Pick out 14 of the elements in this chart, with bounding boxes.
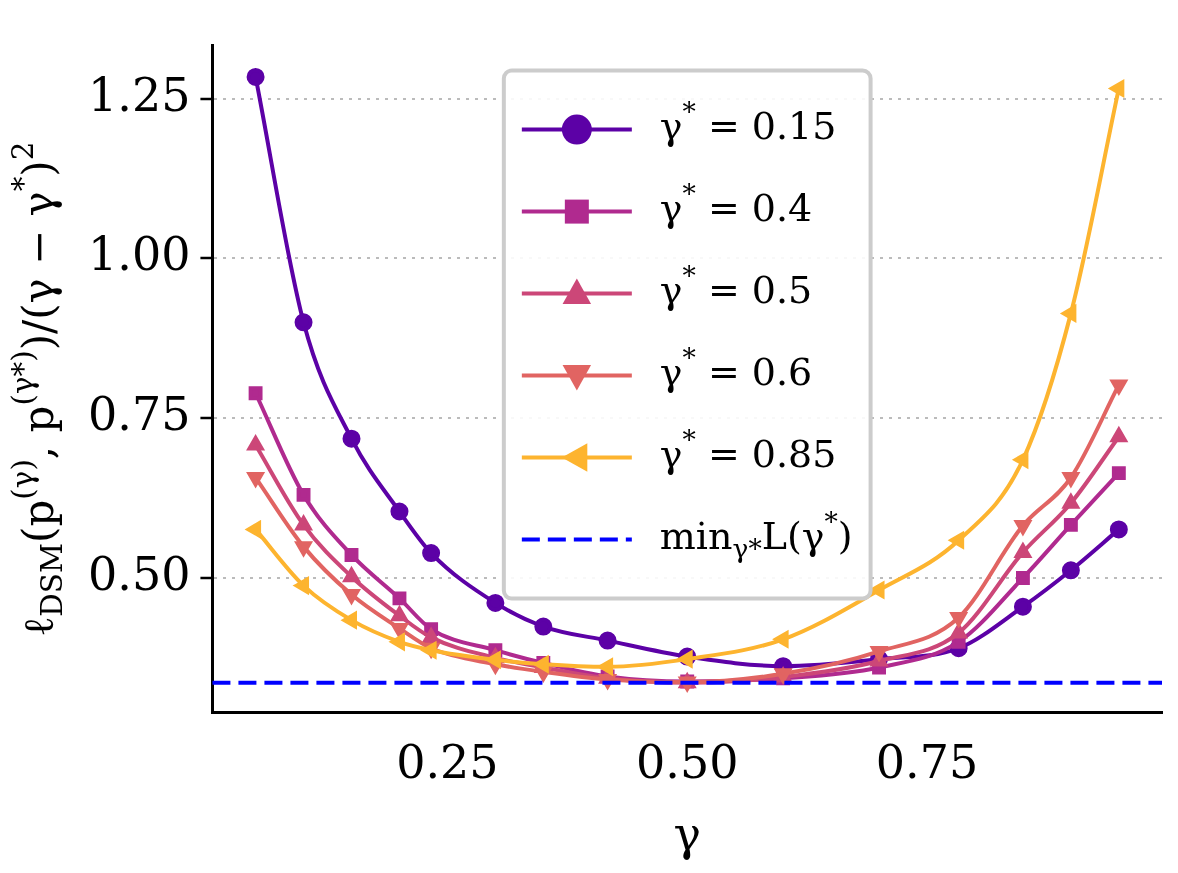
x-axis-title: γ	[673, 806, 701, 861]
legend-label: γ* = 0.4	[659, 178, 813, 231]
y-tick-label: 1.25	[88, 67, 191, 122]
legend-label: γ* = 0.85	[659, 424, 837, 477]
x-tick-label: 0.50	[636, 735, 739, 790]
y-tick-label: 0.75	[88, 387, 191, 442]
y-tick-label: 1.00	[88, 227, 191, 282]
x-tick-label: 0.75	[875, 735, 979, 790]
legend-label: γ* = 0.5	[659, 260, 813, 313]
text: ℓDSM(p(γ), p(γ*))/(γ − γ*)2	[5, 141, 70, 637]
legend-label: γ* = 0.6	[659, 342, 813, 395]
legend-label: γ* = 0.15	[659, 96, 837, 149]
x-tick-label: 0.25	[396, 735, 499, 790]
y-tick-label: 0.50	[88, 546, 191, 601]
